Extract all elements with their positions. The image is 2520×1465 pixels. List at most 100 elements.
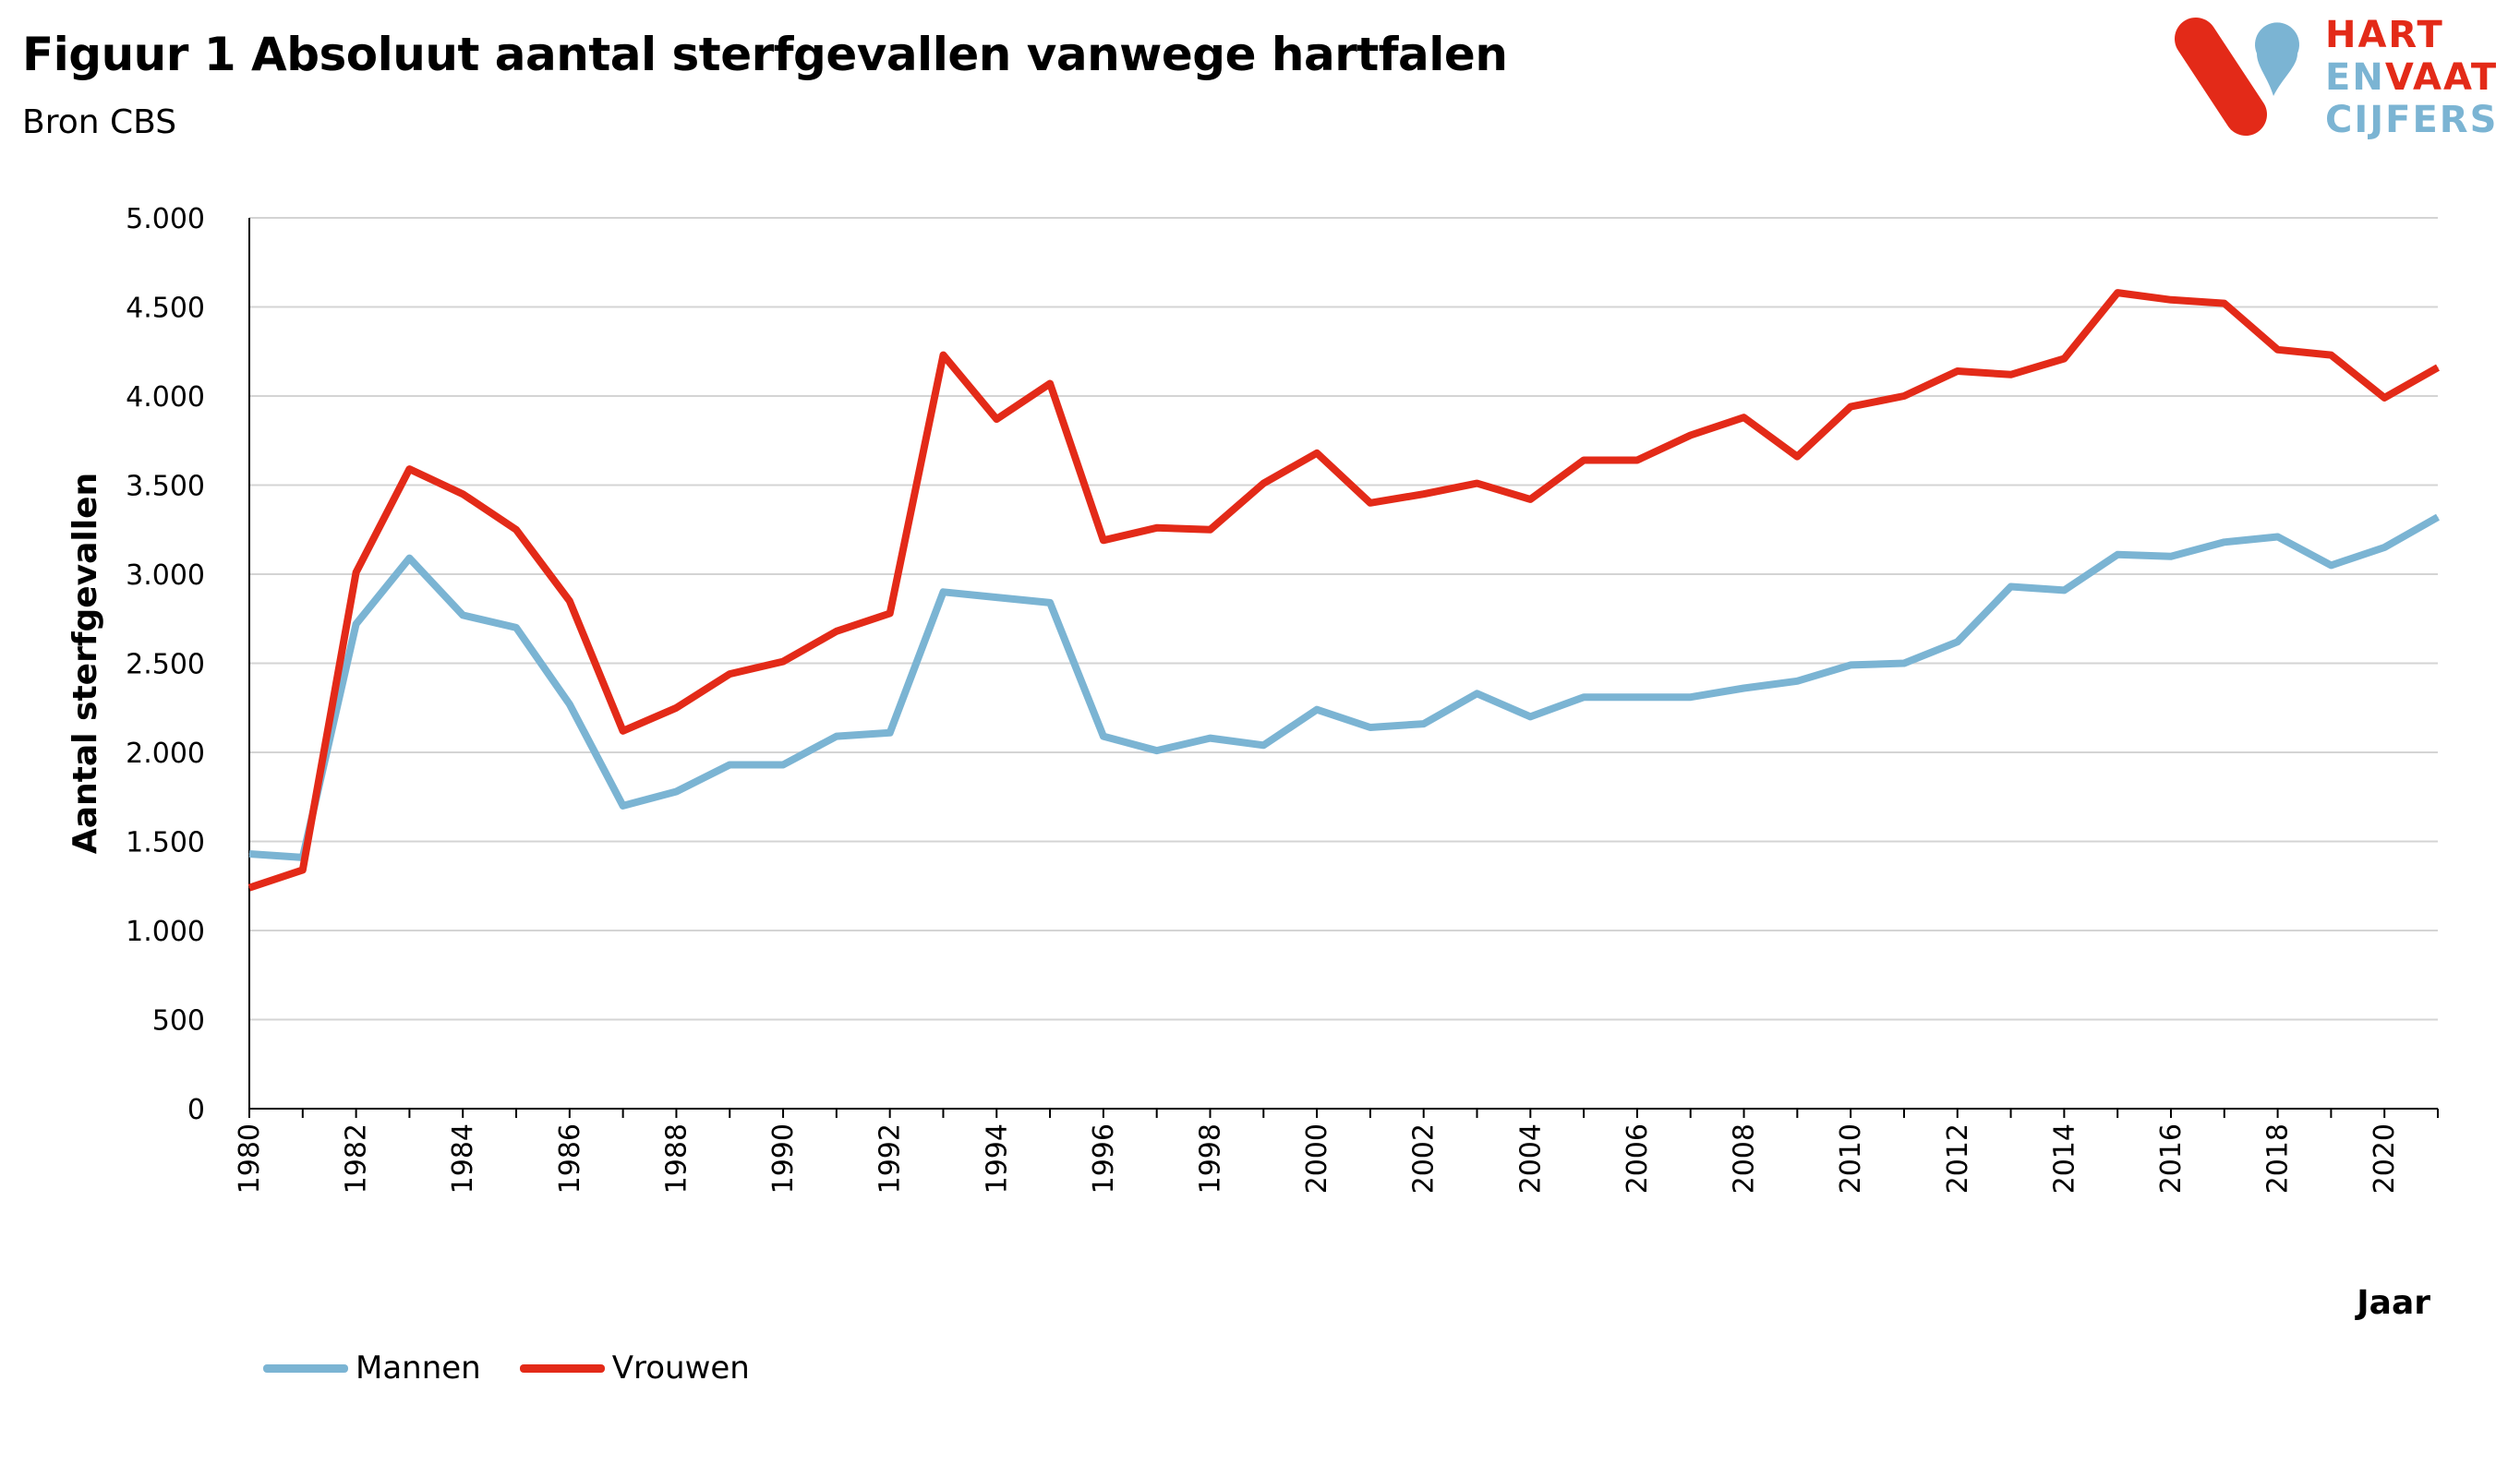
legend-swatch	[263, 1363, 348, 1373]
data-point-vrouwen	[2437, 366, 2439, 368]
data-point-vrouwen	[2116, 292, 2118, 294]
y-tick-label: 2.000	[126, 738, 205, 770]
data-point-mannen	[2437, 516, 2439, 518]
legend-label: Mannen	[356, 1350, 481, 1387]
y-tick-label: 0	[187, 1094, 205, 1126]
data-point-mannen	[675, 790, 677, 792]
data-point-vrouwen	[1049, 382, 1051, 384]
x-tick-label: 1996	[1088, 1123, 1120, 1194]
x-tick-label: 2004	[1514, 1123, 1547, 1194]
data-point-mannen	[782, 764, 784, 766]
data-point-mannen	[1369, 726, 1371, 728]
data-point-mannen	[2116, 554, 2118, 556]
x-tick-label: 2018	[2262, 1123, 2295, 1194]
data-point-mannen	[622, 805, 624, 807]
data-point-mannen	[995, 596, 997, 598]
data-point-vrouwen	[1957, 370, 1959, 372]
data-point-vrouwen	[782, 661, 784, 663]
data-point-mannen	[836, 736, 838, 738]
data-point-mannen	[2330, 564, 2332, 566]
data-point-mannen	[889, 732, 891, 734]
data-point-mannen	[1796, 680, 1798, 682]
data-point-vrouwen	[1529, 498, 1531, 500]
x-tick-label: 1988	[660, 1123, 693, 1194]
data-point-mannen	[515, 627, 517, 629]
data-point-vrouwen	[675, 707, 677, 709]
chart-legend: Mannen Vrouwen	[263, 1346, 789, 1390]
data-point-vrouwen	[836, 630, 838, 632]
data-point-vrouwen	[2010, 374, 2012, 376]
x-tick-label: 2000	[1301, 1123, 1333, 1194]
legend-item-mannen: Mannen	[263, 1350, 481, 1387]
x-tick-label: 2006	[1622, 1123, 1654, 1194]
data-point-mannen	[1690, 696, 1692, 698]
data-point-vrouwen	[729, 673, 730, 675]
x-tick-label: 1982	[341, 1123, 373, 1194]
data-point-vrouwen	[515, 529, 517, 531]
data-point-vrouwen	[1369, 502, 1371, 504]
data-point-vrouwen	[889, 612, 891, 614]
x-tick-label: 1998	[1194, 1123, 1226, 1194]
x-tick-label: 1994	[981, 1123, 1013, 1194]
y-tick-label: 500	[152, 1005, 205, 1038]
data-point-vrouwen	[1636, 459, 1638, 461]
y-tick-label: 4.000	[126, 381, 205, 414]
y-tick-label: 5.000	[126, 203, 205, 235]
data-point-vrouwen	[1690, 434, 1692, 436]
x-tick-label: 2016	[2155, 1123, 2188, 1194]
data-point-vrouwen	[1316, 452, 1318, 454]
data-point-vrouwen	[995, 418, 997, 420]
data-point-vrouwen	[2277, 349, 2279, 351]
data-point-mannen	[2170, 556, 2172, 558]
data-point-vrouwen	[2224, 303, 2225, 305]
data-point-mannen	[1262, 744, 1264, 746]
data-point-mannen	[248, 853, 250, 855]
series-points-mannen	[248, 516, 2439, 859]
data-point-mannen	[2383, 546, 2385, 548]
data-point-mannen	[1583, 696, 1585, 698]
data-point-mannen	[2277, 535, 2279, 537]
x-tick-label: 2020	[2369, 1123, 2401, 1194]
data-point-mannen	[942, 591, 944, 593]
series-line-mannen	[248, 513, 2440, 861]
logo-word-cijfers: CIJFERS	[2325, 99, 2499, 141]
y-tick-label: 2.500	[126, 649, 205, 681]
series-points-vrouwen	[248, 292, 2439, 889]
x-tick-label: 2012	[1942, 1123, 1974, 1194]
x-tick-label: 2014	[2048, 1123, 2080, 1194]
logo-word-envaat: ENVAAT	[2325, 56, 2499, 99]
data-point-vrouwen	[1743, 416, 1745, 418]
x-axis-label: Jaar	[2354, 1284, 2430, 1322]
y-axis-label: Aantal sterfgevallen	[66, 473, 104, 854]
data-point-mannen	[1049, 602, 1051, 604]
data-point-vrouwen	[569, 600, 571, 602]
data-point-mannen	[1636, 696, 1638, 698]
data-point-vrouwen	[2063, 357, 2065, 359]
legend-label: Vrouwen	[611, 1350, 750, 1387]
data-point-vrouwen	[2170, 299, 2172, 301]
data-point-mannen	[462, 614, 464, 616]
legend-swatch	[519, 1363, 605, 1373]
data-point-vrouwen	[2383, 397, 2385, 399]
hart-en-vaat-cijfers-logo: HART ENVAAT CIJFERS	[2170, 13, 2512, 142]
data-point-vrouwen	[462, 493, 464, 495]
data-point-vrouwen	[248, 887, 250, 889]
y-tick-label: 3.500	[126, 471, 205, 503]
x-tick-label: 2002	[1408, 1123, 1441, 1194]
data-point-mannen	[1209, 738, 1211, 739]
x-tick-label: 1992	[874, 1123, 907, 1194]
data-point-vrouwen	[942, 354, 944, 356]
data-point-mannen	[1903, 663, 1905, 664]
data-point-vrouwen	[408, 468, 410, 470]
data-point-vrouwen	[1903, 395, 1905, 397]
data-point-vrouwen	[1209, 529, 1211, 531]
data-point-mannen	[729, 764, 730, 766]
legend-item-vrouwen: Vrouwen	[519, 1350, 750, 1387]
data-point-mannen	[2063, 589, 2065, 591]
y-tick-label: 1.000	[126, 916, 205, 948]
data-point-mannen	[1423, 723, 1425, 725]
data-point-vrouwen	[2330, 354, 2332, 356]
data-point-mannen	[1743, 688, 1745, 690]
y-tick-label: 3.000	[126, 559, 205, 592]
x-tick-label: 1980	[234, 1123, 266, 1194]
